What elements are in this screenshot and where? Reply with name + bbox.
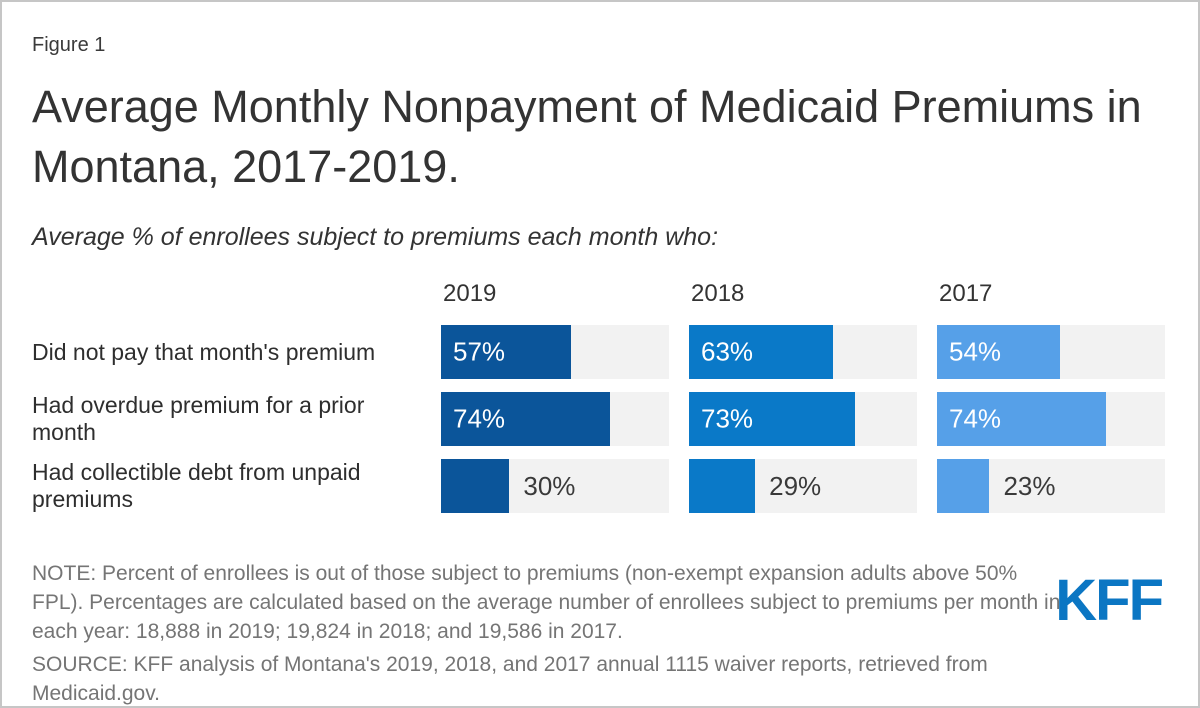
bar-fill-2019-debt bbox=[441, 459, 510, 513]
bar-fill-2017-debt bbox=[937, 459, 990, 513]
bar-value-2017-overdue: 74% bbox=[949, 403, 1002, 434]
figure-label: Figure 1 bbox=[32, 34, 106, 56]
kff-logo: KFF bbox=[1055, 568, 1164, 633]
row-label-collectible-debt: Had collectible debt from unpaid premium… bbox=[32, 459, 361, 512]
bar-value-2018-overdue: 73% bbox=[701, 403, 754, 434]
bar-fill-2018-did-not-pay bbox=[689, 325, 833, 379]
row-label-did-not-pay: Did not pay that month's premium bbox=[32, 338, 376, 365]
bar-track-2017-did-not-pay: 54% bbox=[937, 325, 1165, 379]
bar-track-2018-did-not-pay: 63% bbox=[689, 325, 917, 379]
bar-track-2019-did-not-pay: 57% bbox=[441, 325, 669, 379]
column-header-2018: 2018 bbox=[691, 280, 745, 307]
bar-track-2018-overdue: 73% bbox=[689, 392, 917, 446]
row-label-overdue-premium: Had overdue premium for a prior month bbox=[32, 392, 365, 445]
bar-track-2018-debt: 29% bbox=[689, 459, 917, 513]
chart-subtitle: Average % of enrollees subject to premiu… bbox=[32, 223, 719, 251]
bar-value-2019-overdue: 74% bbox=[453, 403, 506, 434]
bar-value-2017-did-not-pay: 54% bbox=[949, 336, 1002, 367]
bar-value-2018-did-not-pay: 63% bbox=[701, 336, 754, 367]
bar-track-2019-debt: 30% bbox=[441, 459, 669, 513]
bar-fill-2018-debt bbox=[689, 459, 756, 513]
bar-fill-2017-did-not-pay bbox=[937, 325, 1061, 379]
bar-fill-2018-overdue bbox=[689, 392, 856, 446]
bar-value-2019-debt: 30% bbox=[523, 470, 576, 501]
bar-track-2019-overdue: 74% bbox=[441, 392, 669, 446]
column-header-2019: 2019 bbox=[443, 280, 497, 307]
bar-value-2019-did-not-pay: 57% bbox=[453, 336, 506, 367]
bar-value-2018-debt: 29% bbox=[769, 470, 822, 501]
bar-fill-2019-did-not-pay bbox=[441, 325, 571, 379]
bar-value-2017-debt: 23% bbox=[1003, 470, 1056, 501]
premium-nonpayment-chart: 2019 2018 2017 Did not pay that month's … bbox=[32, 278, 1165, 513]
bar-fill-2019-overdue bbox=[441, 392, 610, 446]
bar-fill-2017-overdue bbox=[937, 392, 1106, 446]
column-header-2017: 2017 bbox=[939, 280, 993, 307]
chart-title: Average Monthly Nonpayment of Medicaid P… bbox=[32, 81, 1142, 192]
footnotes: NOTE: Percent of enrollees is out of tho… bbox=[32, 559, 1067, 708]
note-text: NOTE: Percent of enrollees is out of tho… bbox=[32, 562, 1061, 643]
source-text: SOURCE: KFF analysis of Montana's 2019, … bbox=[32, 653, 988, 705]
chart-grid: 2019 2018 2017 Did not pay that month's … bbox=[32, 278, 1165, 513]
bar-track-2017-debt: 23% bbox=[937, 459, 1165, 513]
bar-track-2017-overdue: 74% bbox=[937, 392, 1165, 446]
